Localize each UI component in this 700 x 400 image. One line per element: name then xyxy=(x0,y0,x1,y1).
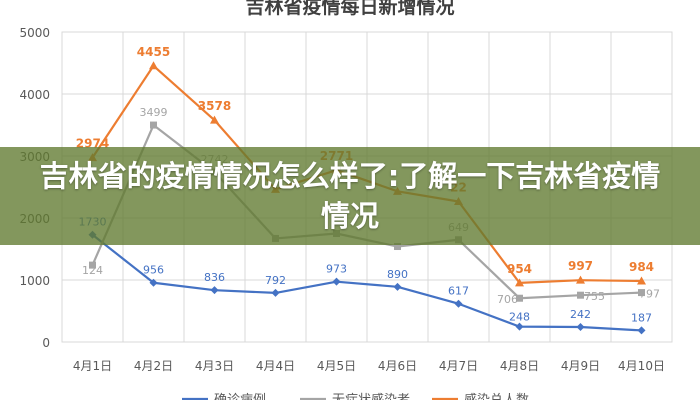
data-label: 3499 xyxy=(140,106,168,119)
overlay-title: 吉林省的疫情情况怎么样了:了解一下吉林省疫情情况 xyxy=(39,159,661,233)
y-tick-label: 5000 xyxy=(19,26,50,40)
data-point xyxy=(516,294,523,302)
data-label: 617 xyxy=(448,285,469,298)
data-point xyxy=(394,243,401,251)
data-label: 973 xyxy=(326,263,347,276)
data-point xyxy=(210,286,219,295)
data-label: 755 xyxy=(584,290,605,303)
data-point xyxy=(332,277,341,286)
x-tick-label: 4月9日 xyxy=(561,359,600,373)
y-tick-label: 1000 xyxy=(19,274,50,288)
data-label: 706 xyxy=(497,293,518,306)
data-point xyxy=(515,322,524,331)
data-label: 954 xyxy=(507,262,532,276)
x-tick-label: 4月10日 xyxy=(618,359,665,373)
x-tick-label: 4月5日 xyxy=(317,359,356,373)
data-point xyxy=(149,278,158,287)
data-point xyxy=(89,261,96,269)
x-tick-label: 4月8日 xyxy=(500,359,539,373)
chart-title: 吉林省疫情每日新增情况 xyxy=(245,0,454,18)
x-tick-label: 4月1日 xyxy=(73,359,112,373)
x-tick-label: 4月2日 xyxy=(134,359,173,373)
legend-label: 确诊病例 xyxy=(214,393,266,400)
data-point xyxy=(454,299,463,308)
data-point xyxy=(515,278,524,287)
data-label: 836 xyxy=(204,271,225,284)
data-point xyxy=(393,282,402,291)
data-label: 797 xyxy=(639,288,660,301)
data-point xyxy=(577,291,584,299)
data-label: 984 xyxy=(629,260,654,274)
legend-label: 无症状感染者 xyxy=(332,392,410,400)
data-label: 792 xyxy=(265,274,286,287)
x-tick-label: 4月7日 xyxy=(439,359,478,373)
x-tick-label: 4月6日 xyxy=(378,359,417,373)
data-point xyxy=(637,276,646,285)
series-line xyxy=(91,233,642,332)
data-label: 890 xyxy=(387,268,408,281)
legend-label: 感染总人数 xyxy=(464,392,529,400)
data-point xyxy=(271,288,280,297)
data-point xyxy=(149,61,158,70)
data-point xyxy=(150,121,157,129)
data-point xyxy=(576,322,585,331)
data-label: 248 xyxy=(509,311,530,324)
x-tick-label: 4月3日 xyxy=(195,359,234,373)
data-label: 242 xyxy=(570,308,591,321)
data-label: 956 xyxy=(143,264,164,277)
data-label: 997 xyxy=(568,259,593,273)
data-label: 4455 xyxy=(137,45,170,59)
title-overlay-banner: 吉林省的疫情情况怎么样了:了解一下吉林省疫情情况 xyxy=(0,147,700,245)
x-tick-label: 4月4日 xyxy=(256,359,295,373)
data-point xyxy=(638,289,645,297)
data-point xyxy=(637,326,646,335)
y-tick-label: 4000 xyxy=(19,88,50,102)
data-label: 124 xyxy=(82,264,103,277)
data-label: 187 xyxy=(631,311,652,324)
data-label: 3578 xyxy=(198,99,231,113)
data-point xyxy=(210,115,219,124)
y-tick-label: 0 xyxy=(42,336,50,350)
data-point xyxy=(576,275,585,284)
